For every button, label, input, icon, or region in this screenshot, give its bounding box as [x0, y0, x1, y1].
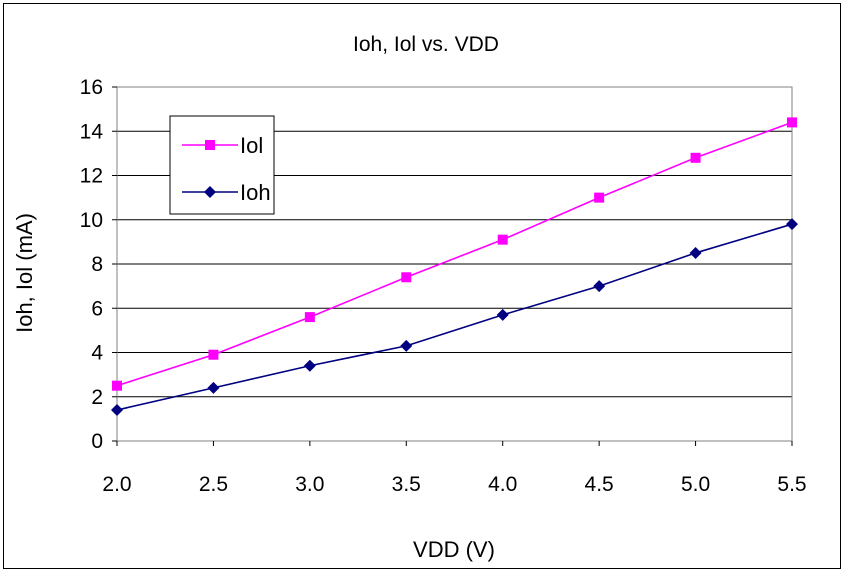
x-axis-label: VDD (V)	[413, 537, 495, 562]
x-tick-label: 4.5	[585, 473, 614, 496]
data-point-iol	[691, 153, 701, 163]
data-point-ioh	[400, 340, 412, 352]
x-tick-label: 5.5	[777, 473, 806, 496]
y-tick-label: 6	[91, 297, 103, 320]
y-axis-ticks: 0 2 4 6 8 10 12 14 16	[80, 76, 117, 453]
data-point-iol	[305, 312, 315, 322]
y-axis-label: Ioh, Iol (mA)	[12, 213, 37, 333]
legend: Iol Ioh	[170, 116, 274, 214]
legend-label-iol: Iol	[240, 133, 263, 158]
data-point-iol	[208, 350, 218, 360]
legend-marker-iol	[205, 140, 215, 150]
legend-label-ioh: Ioh	[240, 180, 271, 205]
y-tick-label: 0	[91, 430, 103, 453]
x-tick-label: 2.5	[199, 473, 228, 496]
x-tick-label: 4.0	[488, 473, 517, 496]
y-tick-label: 10	[80, 209, 103, 232]
data-point-iol	[498, 235, 508, 245]
chart-title: Ioh, Iol vs. VDD	[353, 33, 499, 56]
data-point-ioh	[690, 247, 702, 259]
y-tick-label: 14	[80, 120, 104, 143]
y-tick-label: 2	[91, 386, 103, 409]
x-tick-label: 2.0	[102, 473, 131, 496]
x-tick-label: 5.0	[681, 473, 710, 496]
data-point-iol	[787, 117, 797, 127]
data-point-ioh	[593, 280, 605, 292]
y-tick-label: 16	[80, 76, 103, 99]
data-point-iol	[112, 381, 122, 391]
data-point-iol	[401, 272, 411, 282]
data-point-ioh	[111, 404, 123, 416]
data-point-ioh	[207, 382, 219, 394]
x-tick-label: 3.0	[295, 473, 324, 496]
data-point-iol	[594, 193, 604, 203]
y-tick-label: 12	[80, 165, 103, 188]
x-axis-ticks: 2.0 2.5 3.0 3.5 4.0 4.5 5.0 5.5	[102, 441, 806, 496]
y-tick-label: 4	[91, 342, 103, 365]
data-point-ioh	[304, 360, 316, 372]
data-point-ioh	[497, 309, 509, 321]
y-tick-label: 8	[91, 253, 103, 276]
x-tick-label: 3.5	[392, 473, 421, 496]
